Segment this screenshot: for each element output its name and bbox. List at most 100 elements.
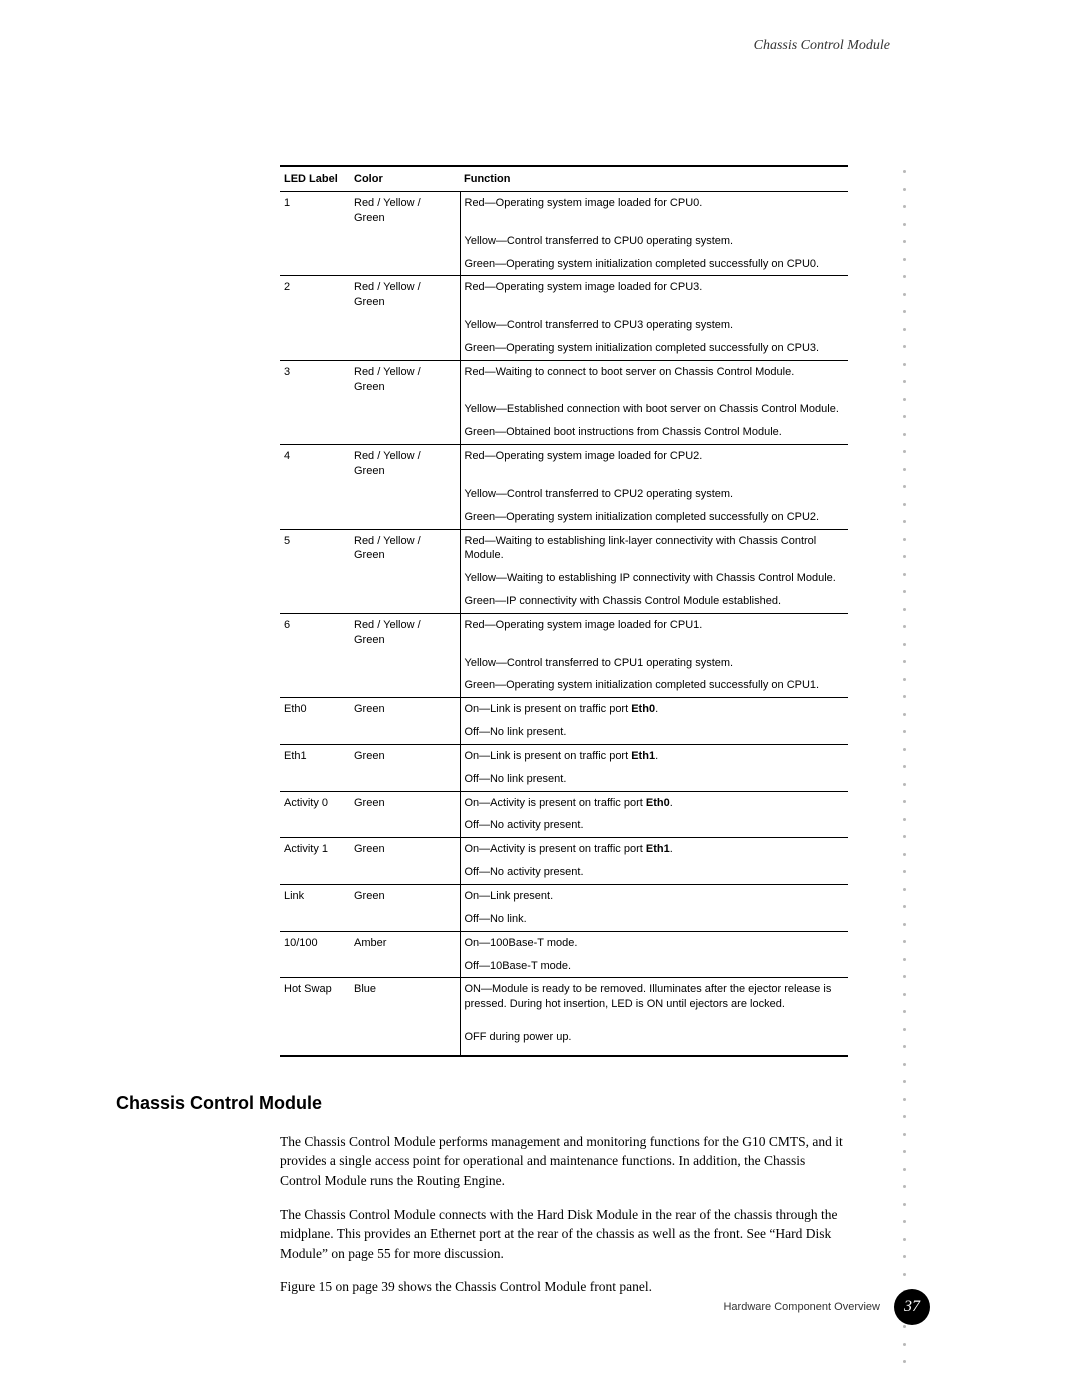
table-row: Green—IP connectivity with Chassis Contr… <box>280 590 848 613</box>
margin-dot <box>903 1028 906 1031</box>
cell-led-label: 5 <box>280 529 350 567</box>
table-row: Yellow—Control transferred to CPU2 opera… <box>280 483 848 506</box>
cell-function: Red—Operating system image loaded for CP… <box>460 445 848 483</box>
cell-color <box>350 337 460 360</box>
cell-led-label: 3 <box>280 360 350 398</box>
table-row: LinkGreenOn—Link present. <box>280 885 848 908</box>
cell-color <box>350 1016 460 1056</box>
margin-dot <box>903 240 906 243</box>
body-text: The Chassis Control Module performs mana… <box>280 1132 848 1297</box>
page-footer: Hardware Component Overview 37 <box>723 1289 930 1325</box>
margin-dot <box>903 328 906 331</box>
running-header: Chassis Control Module <box>754 38 890 54</box>
table-row: Eth0GreenOn—Link is present on traffic p… <box>280 698 848 721</box>
margin-dot <box>903 975 906 978</box>
table-row: Hot SwapBlueON—Module is ready to be rem… <box>280 978 848 1016</box>
cell-color: Red / Yellow / Green <box>350 445 460 483</box>
margin-dot <box>903 573 906 576</box>
cell-color <box>350 421 460 444</box>
margin-dot <box>903 345 906 348</box>
cell-led-label <box>280 861 350 884</box>
cell-function: Green—IP connectivity with Chassis Contr… <box>460 590 848 613</box>
cell-led-label <box>280 337 350 360</box>
margin-dot <box>903 660 906 663</box>
table-row: Green—Operating system initialization co… <box>280 674 848 697</box>
cell-function: Green—Operating system initialization co… <box>460 337 848 360</box>
cell-function: Green—Operating system initialization co… <box>460 253 848 276</box>
cell-led-label <box>280 230 350 253</box>
cell-function: Yellow—Control transferred to CPU0 opera… <box>460 230 848 253</box>
table-row: Eth1GreenOn—Link is present on traffic p… <box>280 744 848 767</box>
cell-function: Off—No activity present. <box>460 861 848 884</box>
margin-dot <box>903 695 906 698</box>
cell-led-label <box>280 955 350 978</box>
cell-color: Red / Yellow / Green <box>350 529 460 567</box>
cell-led-label <box>280 483 350 506</box>
margin-dot <box>903 363 906 366</box>
margin-dot <box>903 643 906 646</box>
margin-dot <box>903 415 906 418</box>
table-row: Yellow—Control transferred to CPU3 opera… <box>280 314 848 337</box>
cell-color <box>350 652 460 675</box>
margin-dot <box>903 223 906 226</box>
margin-dot <box>903 1010 906 1013</box>
margin-dot <box>903 1133 906 1136</box>
margin-dot <box>903 555 906 558</box>
cell-led-label: 4 <box>280 445 350 483</box>
table-row: Yellow—Waiting to establishing IP connec… <box>280 567 848 590</box>
th-led-label: LED Label <box>280 166 350 192</box>
margin-dot <box>903 258 906 261</box>
margin-dot <box>903 538 906 541</box>
cell-led-label <box>280 590 350 613</box>
cell-led-label <box>280 567 350 590</box>
cell-color: Red / Yellow / Green <box>350 276 460 314</box>
margin-dot <box>903 958 906 961</box>
table-row: Green—Operating system initialization co… <box>280 506 848 529</box>
table-row: Off—No link. <box>280 908 848 931</box>
cell-led-label: Hot Swap <box>280 978 350 1016</box>
cell-led-label <box>280 506 350 529</box>
cell-color: Green <box>350 744 460 767</box>
margin-dot <box>903 870 906 873</box>
table-row: Yellow—Control transferred to CPU1 opera… <box>280 652 848 675</box>
cell-color <box>350 483 460 506</box>
table-row: 2Red / Yellow / GreenRed—Operating syste… <box>280 276 848 314</box>
cell-color <box>350 398 460 421</box>
cell-color <box>350 908 460 931</box>
cell-function: Red—Operating system image loaded for CP… <box>460 192 848 230</box>
cell-function: Yellow—Control transferred to CPU2 opera… <box>460 483 848 506</box>
margin-dot <box>903 800 906 803</box>
cell-led-label <box>280 768 350 791</box>
margin-dot <box>903 1150 906 1153</box>
cell-function: Yellow—Waiting to establishing IP connec… <box>460 567 848 590</box>
cell-led-label: Activity 0 <box>280 791 350 814</box>
cell-function: On—Link present. <box>460 885 848 908</box>
cell-function: Red—Operating system image loaded for CP… <box>460 276 848 314</box>
cell-function: Yellow—Established connection with boot … <box>460 398 848 421</box>
margin-dot <box>903 1343 906 1346</box>
margin-dot <box>903 923 906 926</box>
table-row: 5Red / Yellow / GreenRed—Waiting to esta… <box>280 529 848 567</box>
cell-color <box>350 814 460 837</box>
margin-dot <box>903 678 906 681</box>
section-heading: Chassis Control Module <box>116 1093 848 1114</box>
margin-dot <box>903 818 906 821</box>
table-row: Activity 1GreenOn—Activity is present on… <box>280 838 848 861</box>
margin-dot <box>903 468 906 471</box>
margin-dot <box>903 993 906 996</box>
cell-function: On—100Base-T mode. <box>460 931 848 954</box>
page-content: LED Label Color Function 1Red / Yellow /… <box>280 165 848 1311</box>
cell-led-label: 10/100 <box>280 931 350 954</box>
margin-dot <box>903 275 906 278</box>
cell-led-label: 1 <box>280 192 350 230</box>
cell-led-label <box>280 398 350 421</box>
table-row: Off—No activity present. <box>280 861 848 884</box>
margin-dot <box>903 450 906 453</box>
margin-dot <box>903 625 906 628</box>
cell-color: Green <box>350 791 460 814</box>
cell-led-label: 6 <box>280 613 350 651</box>
cell-color <box>350 230 460 253</box>
margin-dot <box>903 783 906 786</box>
cell-color <box>350 590 460 613</box>
cell-color: Amber <box>350 931 460 954</box>
